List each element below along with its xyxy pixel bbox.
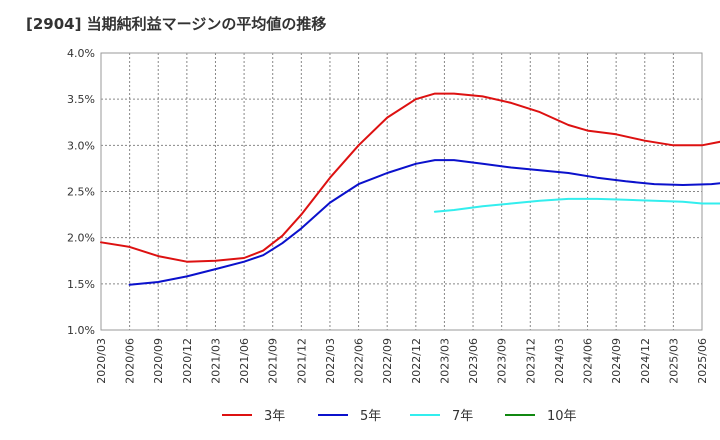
x-tick-label: 2025/03 [667, 338, 680, 384]
x-tick-label: 2020/09 [152, 338, 165, 384]
legend-label-0: 3年 [264, 409, 285, 424]
x-tick-label: 2022/06 [353, 338, 366, 384]
x-tick-label: 2020/03 [95, 338, 108, 384]
x-tick-label: 2023/09 [496, 338, 509, 384]
x-tick-label: 2021/06 [238, 338, 251, 384]
y-tick-label: 2.5% [67, 186, 95, 199]
series-line-1 [128, 159, 720, 286]
plot-frame [100, 52, 703, 331]
x-tick-label: 2025/06 [696, 338, 709, 384]
x-tick-label: 2022/03 [324, 338, 337, 384]
series-line-2 [433, 197, 720, 213]
x-tick-label: 2023/06 [467, 338, 480, 384]
x-tick-label: 2022/09 [381, 338, 394, 384]
x-tick-label: 2024/06 [582, 338, 595, 384]
legend-label-1: 5年 [360, 409, 381, 424]
x-tick-label: 2021/03 [209, 338, 222, 384]
x-tick-label: 2024/09 [610, 338, 623, 384]
x-tick-label: 2023/12 [524, 338, 537, 384]
y-tick-label: 3.0% [67, 139, 95, 152]
chart-title: [2904] 当期純利益マージンの平均値の推移 [26, 15, 327, 33]
x-tick-label: 2020/12 [181, 338, 194, 384]
x-tick-label: 2023/03 [438, 338, 451, 384]
y-tick-label: 2.0% [67, 232, 95, 245]
x-tick-label: 2021/12 [295, 338, 308, 384]
legend-label-2: 7年 [452, 409, 473, 424]
y-tick-label: 4.0% [67, 47, 95, 60]
x-tick-label: 2021/09 [267, 338, 280, 384]
y-tick-label: 1.5% [67, 278, 95, 291]
x-tick-label: 2024/12 [639, 338, 652, 384]
x-tick-label: 2022/12 [410, 338, 423, 384]
y-tick-label: 3.5% [67, 93, 95, 106]
x-tick-label: 2020/06 [124, 338, 137, 384]
series-line-0 [100, 92, 720, 263]
x-tick-label: 2024/03 [553, 338, 566, 384]
legend-label-3: 10年 [547, 409, 577, 424]
y-tick-label: 1.0% [67, 324, 95, 337]
